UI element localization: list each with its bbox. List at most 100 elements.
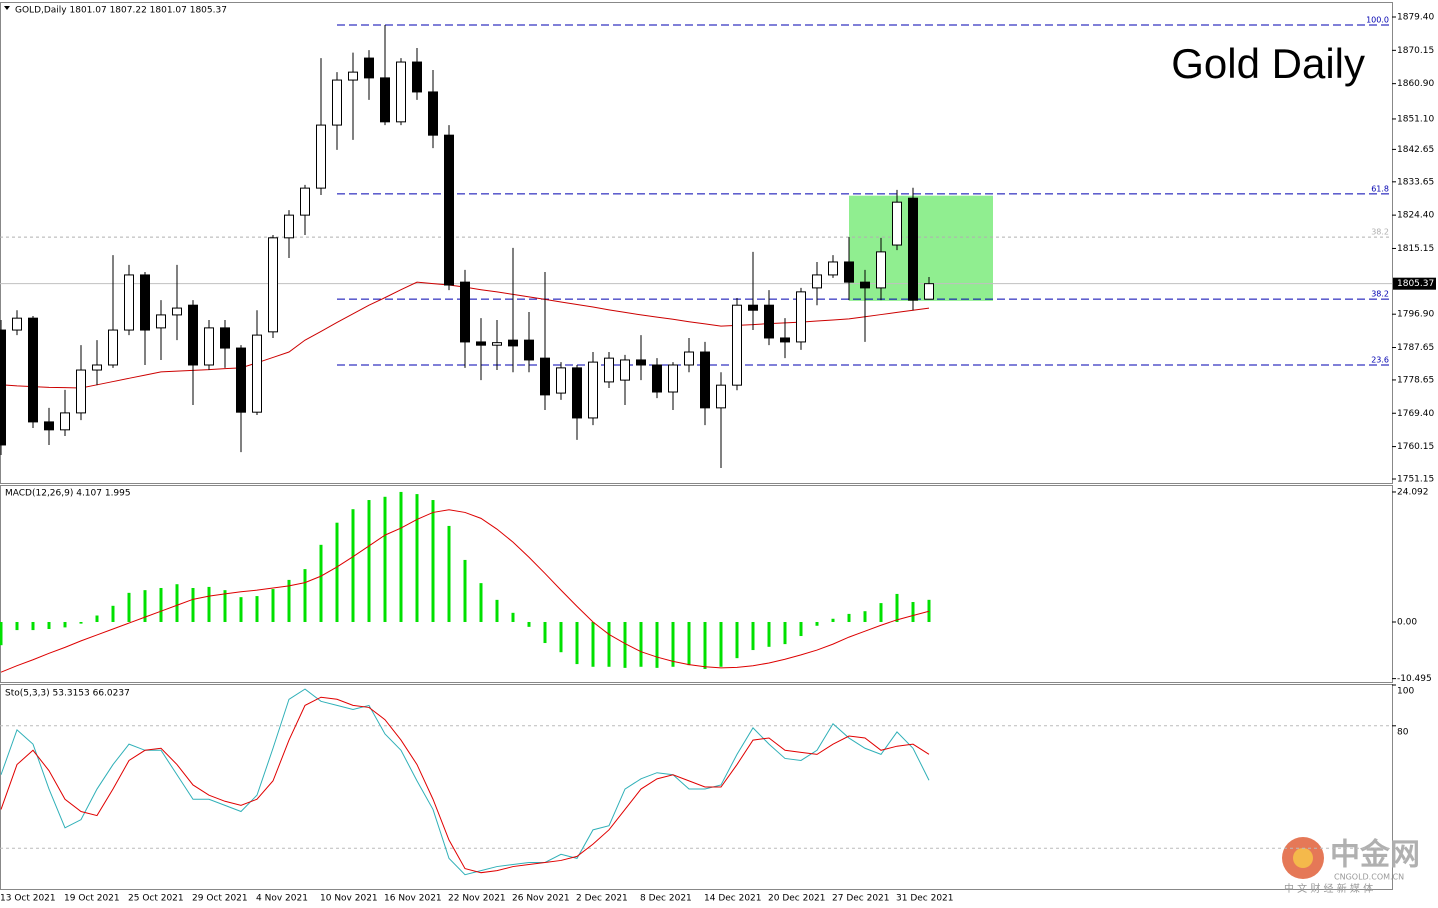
candle-body (380, 77, 390, 123)
macd-bar (639, 621, 643, 667)
macd-bar (351, 509, 355, 622)
stoch-panel-frame (0, 684, 1393, 890)
candle-body (444, 134, 454, 286)
candle-body (156, 314, 166, 329)
macd-bar (863, 611, 867, 622)
stoch-header: Sto(5,3,3) 53.3153 66.0237 (5, 689, 130, 699)
candle-body (252, 334, 262, 413)
macd-bar (255, 596, 259, 622)
macd-panel-frame (0, 485, 1393, 683)
macd-bar (111, 605, 115, 622)
candle-body (332, 79, 342, 126)
candle-body (508, 339, 518, 347)
candle-body (460, 281, 470, 343)
macd-bar (415, 494, 419, 622)
macd-bar (911, 602, 915, 622)
candle-body (668, 364, 678, 393)
candle-body (732, 304, 742, 386)
candle-body (892, 201, 902, 246)
macd-bar (431, 500, 435, 622)
y-tick-label: -10.495 (1397, 674, 1432, 684)
macd-bar (447, 525, 451, 622)
candle-body (860, 281, 870, 289)
candle-body (124, 274, 134, 331)
candle-body (700, 351, 710, 409)
chart-title: Gold Daily (1171, 40, 1365, 87)
y-tick-label: 100 (1397, 687, 1414, 697)
highlight-zone (849, 195, 993, 301)
stoch-line (0, 688, 930, 876)
watermark-domain: CNGOLD.COM.CN (1334, 873, 1404, 882)
candle-body (636, 359, 646, 366)
candle-body (908, 197, 918, 301)
candle-body (652, 364, 662, 393)
price-box (1393, 277, 1436, 290)
x-tick-label: 4 Nov 2021 (256, 894, 308, 904)
x-tick-label: 19 Oct 2021 (64, 894, 120, 904)
macd-bar (895, 593, 899, 622)
candle-body (300, 187, 310, 216)
candle-body (428, 91, 438, 136)
candle-body (92, 364, 102, 371)
y-tick-label: 1824.40 (1397, 211, 1434, 221)
x-tick-label: 16 Nov 2021 (384, 894, 442, 904)
macd-bar (79, 621, 83, 624)
candle-body (540, 357, 550, 396)
watermark-name: 中金网 (1330, 838, 1420, 873)
macd-bar (463, 559, 467, 622)
x-tick-label: 27 Dec 2021 (832, 894, 890, 904)
candle-body (524, 339, 534, 361)
macd-bar (735, 621, 739, 659)
macd-header: MACD(12,26,9) 4.107 1.995 (5, 489, 131, 499)
candle-body (348, 71, 358, 81)
macd-bar (287, 579, 291, 622)
candle-body (60, 412, 70, 431)
macd-bar (799, 621, 803, 637)
candle-body (604, 357, 614, 383)
macd-bar (687, 621, 691, 666)
candle-body (684, 351, 694, 366)
y-tick-label: 0.00 (1397, 617, 1417, 627)
macd-bar (335, 522, 339, 622)
macd-bar (511, 612, 515, 622)
macd-bar (751, 621, 755, 651)
y-tick-label: 1778.65 (1397, 375, 1434, 385)
macd-bar (47, 621, 51, 630)
x-tick-label: 22 Nov 2021 (448, 894, 506, 904)
macd-bar (383, 496, 387, 622)
y-tick-label: 1833.65 (1397, 177, 1434, 187)
candle-body (812, 274, 822, 289)
candle-body (620, 359, 630, 381)
macd-bar (31, 621, 35, 631)
x-tick-label: 14 Dec 2021 (704, 894, 762, 904)
candle-body (236, 347, 246, 413)
header: GOLD,Daily 1801.07 1807.22 1801.07 1805.… (15, 6, 227, 16)
fib-label: 23.6 (1371, 355, 1389, 364)
candle-body (268, 237, 278, 333)
macd-bar (303, 569, 307, 622)
candle-body (28, 317, 38, 423)
candle-body (844, 261, 854, 283)
macd-bar (927, 599, 931, 622)
macd-bar (207, 586, 211, 622)
macd-bar (783, 621, 787, 645)
macd-bar (479, 583, 483, 622)
macd-bar (319, 544, 323, 622)
y-tick-label: 1787.65 (1397, 343, 1434, 353)
candle-body (828, 261, 838, 276)
candle-body (76, 369, 86, 414)
macd-bar (815, 621, 819, 626)
fib-label: 38.2 (1371, 290, 1389, 299)
candle-body (220, 327, 230, 349)
candle-body (716, 384, 726, 409)
y-tick-label: 1769.40 (1397, 409, 1434, 419)
candle-body (556, 367, 566, 394)
fib-label: 100.0 (1366, 15, 1389, 24)
price-box-label: 1805.37 (1397, 279, 1434, 289)
x-tick-label: 25 Oct 2021 (128, 894, 184, 904)
macd-bar (559, 621, 563, 653)
y-tick-label: 1851.10 (1397, 114, 1434, 124)
y-tick-label: 1751.15 (1397, 475, 1434, 485)
candle-body (876, 251, 886, 289)
x-tick-label: 29 Oct 2021 (192, 894, 248, 904)
